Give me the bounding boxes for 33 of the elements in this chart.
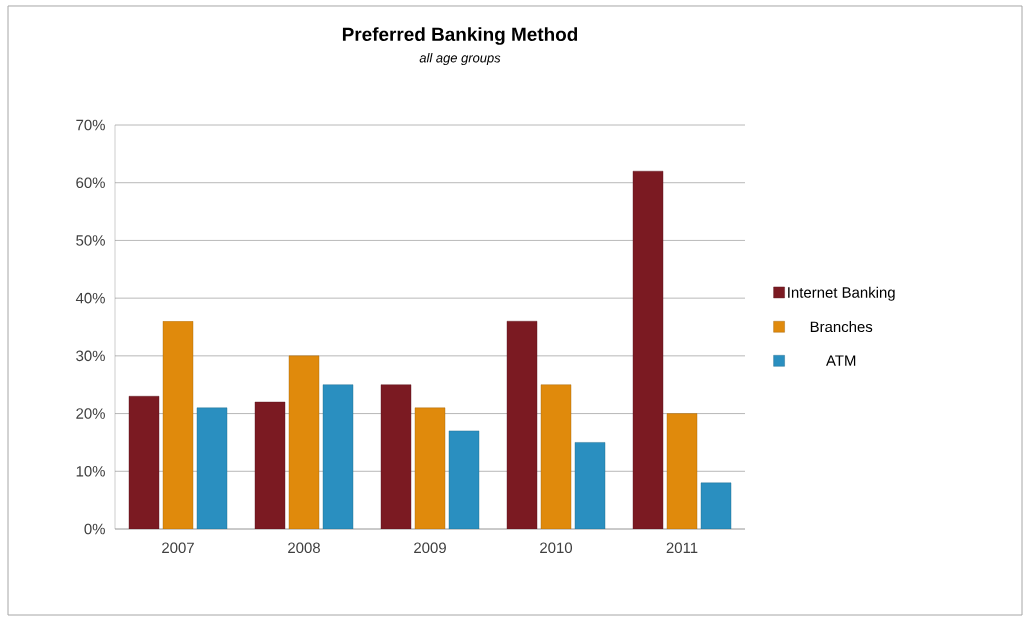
bar [632,170,664,529]
bar [288,355,320,529]
text: ATM [826,355,856,366]
bar [254,401,286,529]
x-tick-label: 2010 [540,542,573,554]
x-tick-label: 2007 [162,542,194,554]
y-tick-label: 40% [75,292,105,304]
legend-label: Internet Banking [788,286,895,301]
bar [162,321,194,529]
y-tick-label: 50% [76,235,105,246]
chart-title: Preferred Banking Method [342,27,578,45]
y-tick-label: 0% [84,523,105,535]
bar [414,407,446,529]
bar [506,321,538,529]
y-tick-label: 70% [76,119,105,131]
bar [322,384,354,529]
y-tick-label: 60% [76,177,105,188]
chart-subtitle: all age groups [419,52,501,66]
bar [666,413,698,529]
x-tick-label: 2011 [666,542,698,554]
legend-label: Branches [810,321,873,333]
x-tick-label: 2009 [414,542,446,554]
y-tick-label: 20% [76,408,105,419]
bar [196,407,228,529]
x-tick-label: 2008 [288,542,320,554]
bar [128,396,160,529]
bar [700,482,732,529]
y-tick-label: 10% [76,465,105,477]
y-tick-label: 30% [76,350,105,362]
bar [448,430,480,529]
bar [574,442,606,529]
bar [380,384,412,529]
bar [540,384,572,529]
